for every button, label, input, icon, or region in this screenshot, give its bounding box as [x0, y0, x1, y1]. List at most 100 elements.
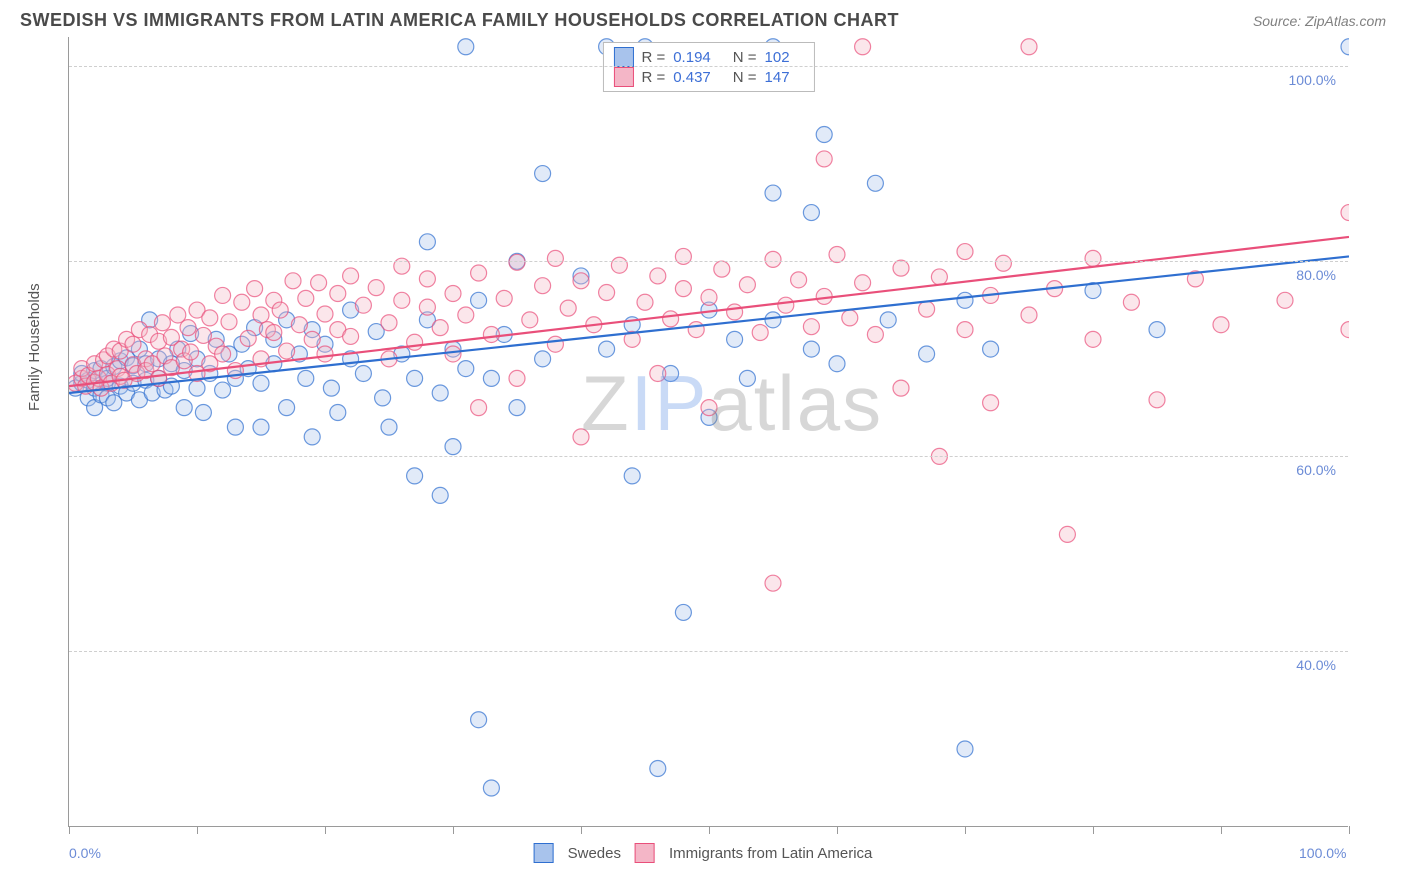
- legend-n-label: N =: [733, 49, 757, 66]
- chart-source: Source: ZipAtlas.com: [1253, 13, 1386, 29]
- data-point-latin: [432, 320, 448, 336]
- data-point-latin: [471, 265, 487, 281]
- data-point-swedes: [483, 780, 499, 796]
- chart-title: SWEDISH VS IMMIGRANTS FROM LATIN AMERICA…: [20, 10, 899, 31]
- x-tick-label: 0.0%: [69, 845, 101, 861]
- data-point-latin: [1021, 39, 1037, 55]
- data-point-latin: [311, 275, 327, 291]
- data-point-swedes: [509, 400, 525, 416]
- x-tick: [325, 826, 326, 834]
- legend-series-label: Immigrants from Latin America: [669, 845, 872, 862]
- x-tick: [197, 826, 198, 834]
- data-point-latin: [509, 370, 525, 386]
- data-point-latin: [215, 287, 231, 303]
- data-point-latin: [701, 400, 717, 416]
- data-point-swedes: [445, 439, 461, 455]
- data-point-latin: [330, 286, 346, 302]
- legend-n-value: 102: [765, 49, 790, 66]
- data-point-swedes: [298, 370, 314, 386]
- data-point-latin: [317, 346, 333, 362]
- legend-n-value: 147: [765, 69, 790, 86]
- data-point-latin: [727, 304, 743, 320]
- legend-swatch: [613, 67, 633, 87]
- data-point-latin: [343, 268, 359, 284]
- y-tick-label: 100.0%: [1289, 72, 1336, 88]
- data-point-swedes: [957, 292, 973, 308]
- data-point-swedes: [727, 331, 743, 347]
- legend-stat-row-latin: R =0.437N =147: [613, 67, 803, 87]
- data-point-latin: [535, 278, 551, 294]
- data-point-latin: [778, 297, 794, 313]
- data-point-latin: [355, 297, 371, 313]
- y-axis-title: Family Households: [26, 283, 43, 411]
- data-point-latin: [1213, 317, 1229, 333]
- data-point-latin: [765, 575, 781, 591]
- x-tick-label: 100.0%: [1299, 845, 1346, 861]
- data-point-latin: [637, 294, 653, 310]
- data-point-latin: [253, 307, 269, 323]
- data-point-latin: [522, 312, 538, 328]
- data-point-latin: [611, 257, 627, 273]
- data-point-latin: [791, 272, 807, 288]
- data-point-latin: [154, 315, 170, 331]
- data-point-swedes: [375, 390, 391, 406]
- data-point-latin: [471, 400, 487, 416]
- data-point-swedes: [432, 487, 448, 503]
- data-point-swedes: [803, 205, 819, 221]
- data-point-swedes: [829, 356, 845, 372]
- data-point-latin: [829, 246, 845, 262]
- legend-swatch: [534, 843, 554, 863]
- data-point-latin: [803, 319, 819, 335]
- data-point-latin: [842, 310, 858, 326]
- data-point-latin: [995, 255, 1011, 271]
- data-point-latin: [714, 261, 730, 277]
- data-point-latin: [931, 269, 947, 285]
- data-point-swedes: [330, 404, 346, 420]
- legend-stat-row-swedes: R =0.194N =102: [613, 47, 803, 67]
- data-point-swedes: [176, 400, 192, 416]
- data-point-swedes: [355, 365, 371, 381]
- data-point-latin: [394, 292, 410, 308]
- data-point-swedes: [304, 429, 320, 445]
- data-point-swedes: [765, 312, 781, 328]
- legend-r-label: R =: [641, 49, 665, 66]
- data-point-swedes: [867, 175, 883, 191]
- x-tick: [1349, 826, 1350, 834]
- data-point-swedes: [880, 312, 896, 328]
- data-point-latin: [272, 302, 288, 318]
- data-point-swedes: [650, 760, 666, 776]
- data-point-swedes: [432, 385, 448, 401]
- data-point-latin: [368, 280, 384, 296]
- data-point-latin: [1059, 526, 1075, 542]
- data-point-latin: [816, 151, 832, 167]
- data-point-swedes: [675, 604, 691, 620]
- x-tick: [453, 826, 454, 834]
- data-point-swedes: [407, 370, 423, 386]
- data-point-latin: [867, 326, 883, 342]
- x-tick: [1093, 826, 1094, 834]
- data-point-swedes: [919, 346, 935, 362]
- data-point-latin: [855, 39, 871, 55]
- data-point-latin: [1277, 292, 1293, 308]
- data-point-swedes: [765, 185, 781, 201]
- data-point-latin: [247, 281, 263, 297]
- data-point-latin: [317, 306, 333, 322]
- chart-header: SWEDISH VS IMMIGRANTS FROM LATIN AMERICA…: [0, 0, 1406, 37]
- data-point-swedes: [535, 351, 551, 367]
- data-point-latin: [279, 343, 295, 359]
- data-point-latin: [291, 317, 307, 333]
- data-point-latin: [483, 326, 499, 342]
- data-point-latin: [650, 365, 666, 381]
- data-point-swedes: [419, 234, 435, 250]
- legend-swatch: [613, 47, 633, 67]
- data-point-latin: [234, 294, 250, 310]
- legend-series-label: Swedes: [568, 845, 621, 862]
- data-point-swedes: [1341, 39, 1349, 55]
- data-point-latin: [343, 328, 359, 344]
- y-tick-label: 40.0%: [1296, 657, 1336, 673]
- data-point-latin: [298, 290, 314, 306]
- data-point-latin: [419, 299, 435, 315]
- data-point-latin: [240, 330, 256, 346]
- data-point-swedes: [253, 419, 269, 435]
- plot-svg: [69, 37, 1349, 827]
